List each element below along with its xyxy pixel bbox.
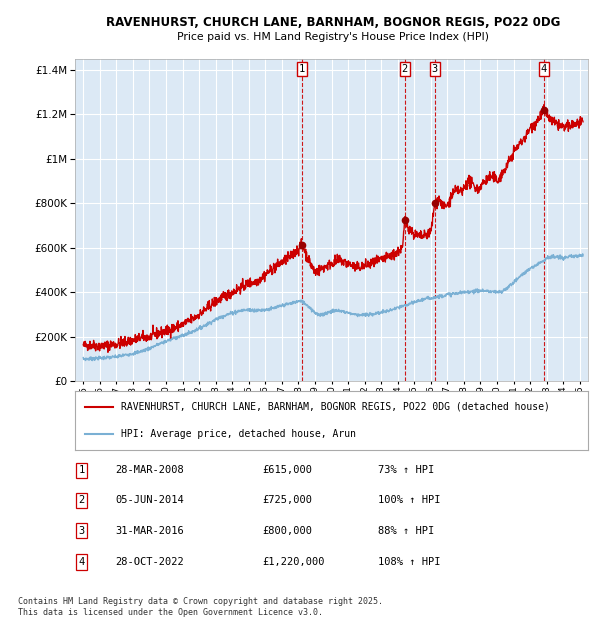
Text: 05-JUN-2014: 05-JUN-2014 bbox=[115, 495, 184, 505]
Text: 1: 1 bbox=[78, 465, 85, 475]
Text: HPI: Average price, detached house, Arun: HPI: Average price, detached house, Arun bbox=[121, 428, 356, 438]
Text: Price paid vs. HM Land Registry's House Price Index (HPI): Price paid vs. HM Land Registry's House … bbox=[177, 32, 489, 42]
Text: 3: 3 bbox=[432, 64, 438, 74]
Text: 100% ↑ HPI: 100% ↑ HPI bbox=[378, 495, 440, 505]
Text: 73% ↑ HPI: 73% ↑ HPI bbox=[378, 465, 434, 475]
Text: 1: 1 bbox=[299, 64, 305, 74]
Text: 28-OCT-2022: 28-OCT-2022 bbox=[115, 557, 184, 567]
Text: 2: 2 bbox=[78, 495, 85, 505]
Text: 28-MAR-2008: 28-MAR-2008 bbox=[115, 465, 184, 475]
Text: 3: 3 bbox=[78, 526, 85, 536]
Text: RAVENHURST, CHURCH LANE, BARNHAM, BOGNOR REGIS, PO22 0DG: RAVENHURST, CHURCH LANE, BARNHAM, BOGNOR… bbox=[106, 17, 560, 29]
Text: £725,000: £725,000 bbox=[263, 495, 313, 505]
Text: 31-MAR-2016: 31-MAR-2016 bbox=[115, 526, 184, 536]
Text: 108% ↑ HPI: 108% ↑ HPI bbox=[378, 557, 440, 567]
Text: Contains HM Land Registry data © Crown copyright and database right 2025.
This d: Contains HM Land Registry data © Crown c… bbox=[18, 598, 383, 617]
Text: 2: 2 bbox=[401, 64, 408, 74]
Text: £800,000: £800,000 bbox=[263, 526, 313, 536]
Text: £615,000: £615,000 bbox=[263, 465, 313, 475]
Text: 88% ↑ HPI: 88% ↑ HPI bbox=[378, 526, 434, 536]
Text: 4: 4 bbox=[78, 557, 85, 567]
Text: £1,220,000: £1,220,000 bbox=[263, 557, 325, 567]
Text: 4: 4 bbox=[541, 64, 547, 74]
Text: RAVENHURST, CHURCH LANE, BARNHAM, BOGNOR REGIS, PO22 0DG (detached house): RAVENHURST, CHURCH LANE, BARNHAM, BOGNOR… bbox=[121, 402, 550, 412]
